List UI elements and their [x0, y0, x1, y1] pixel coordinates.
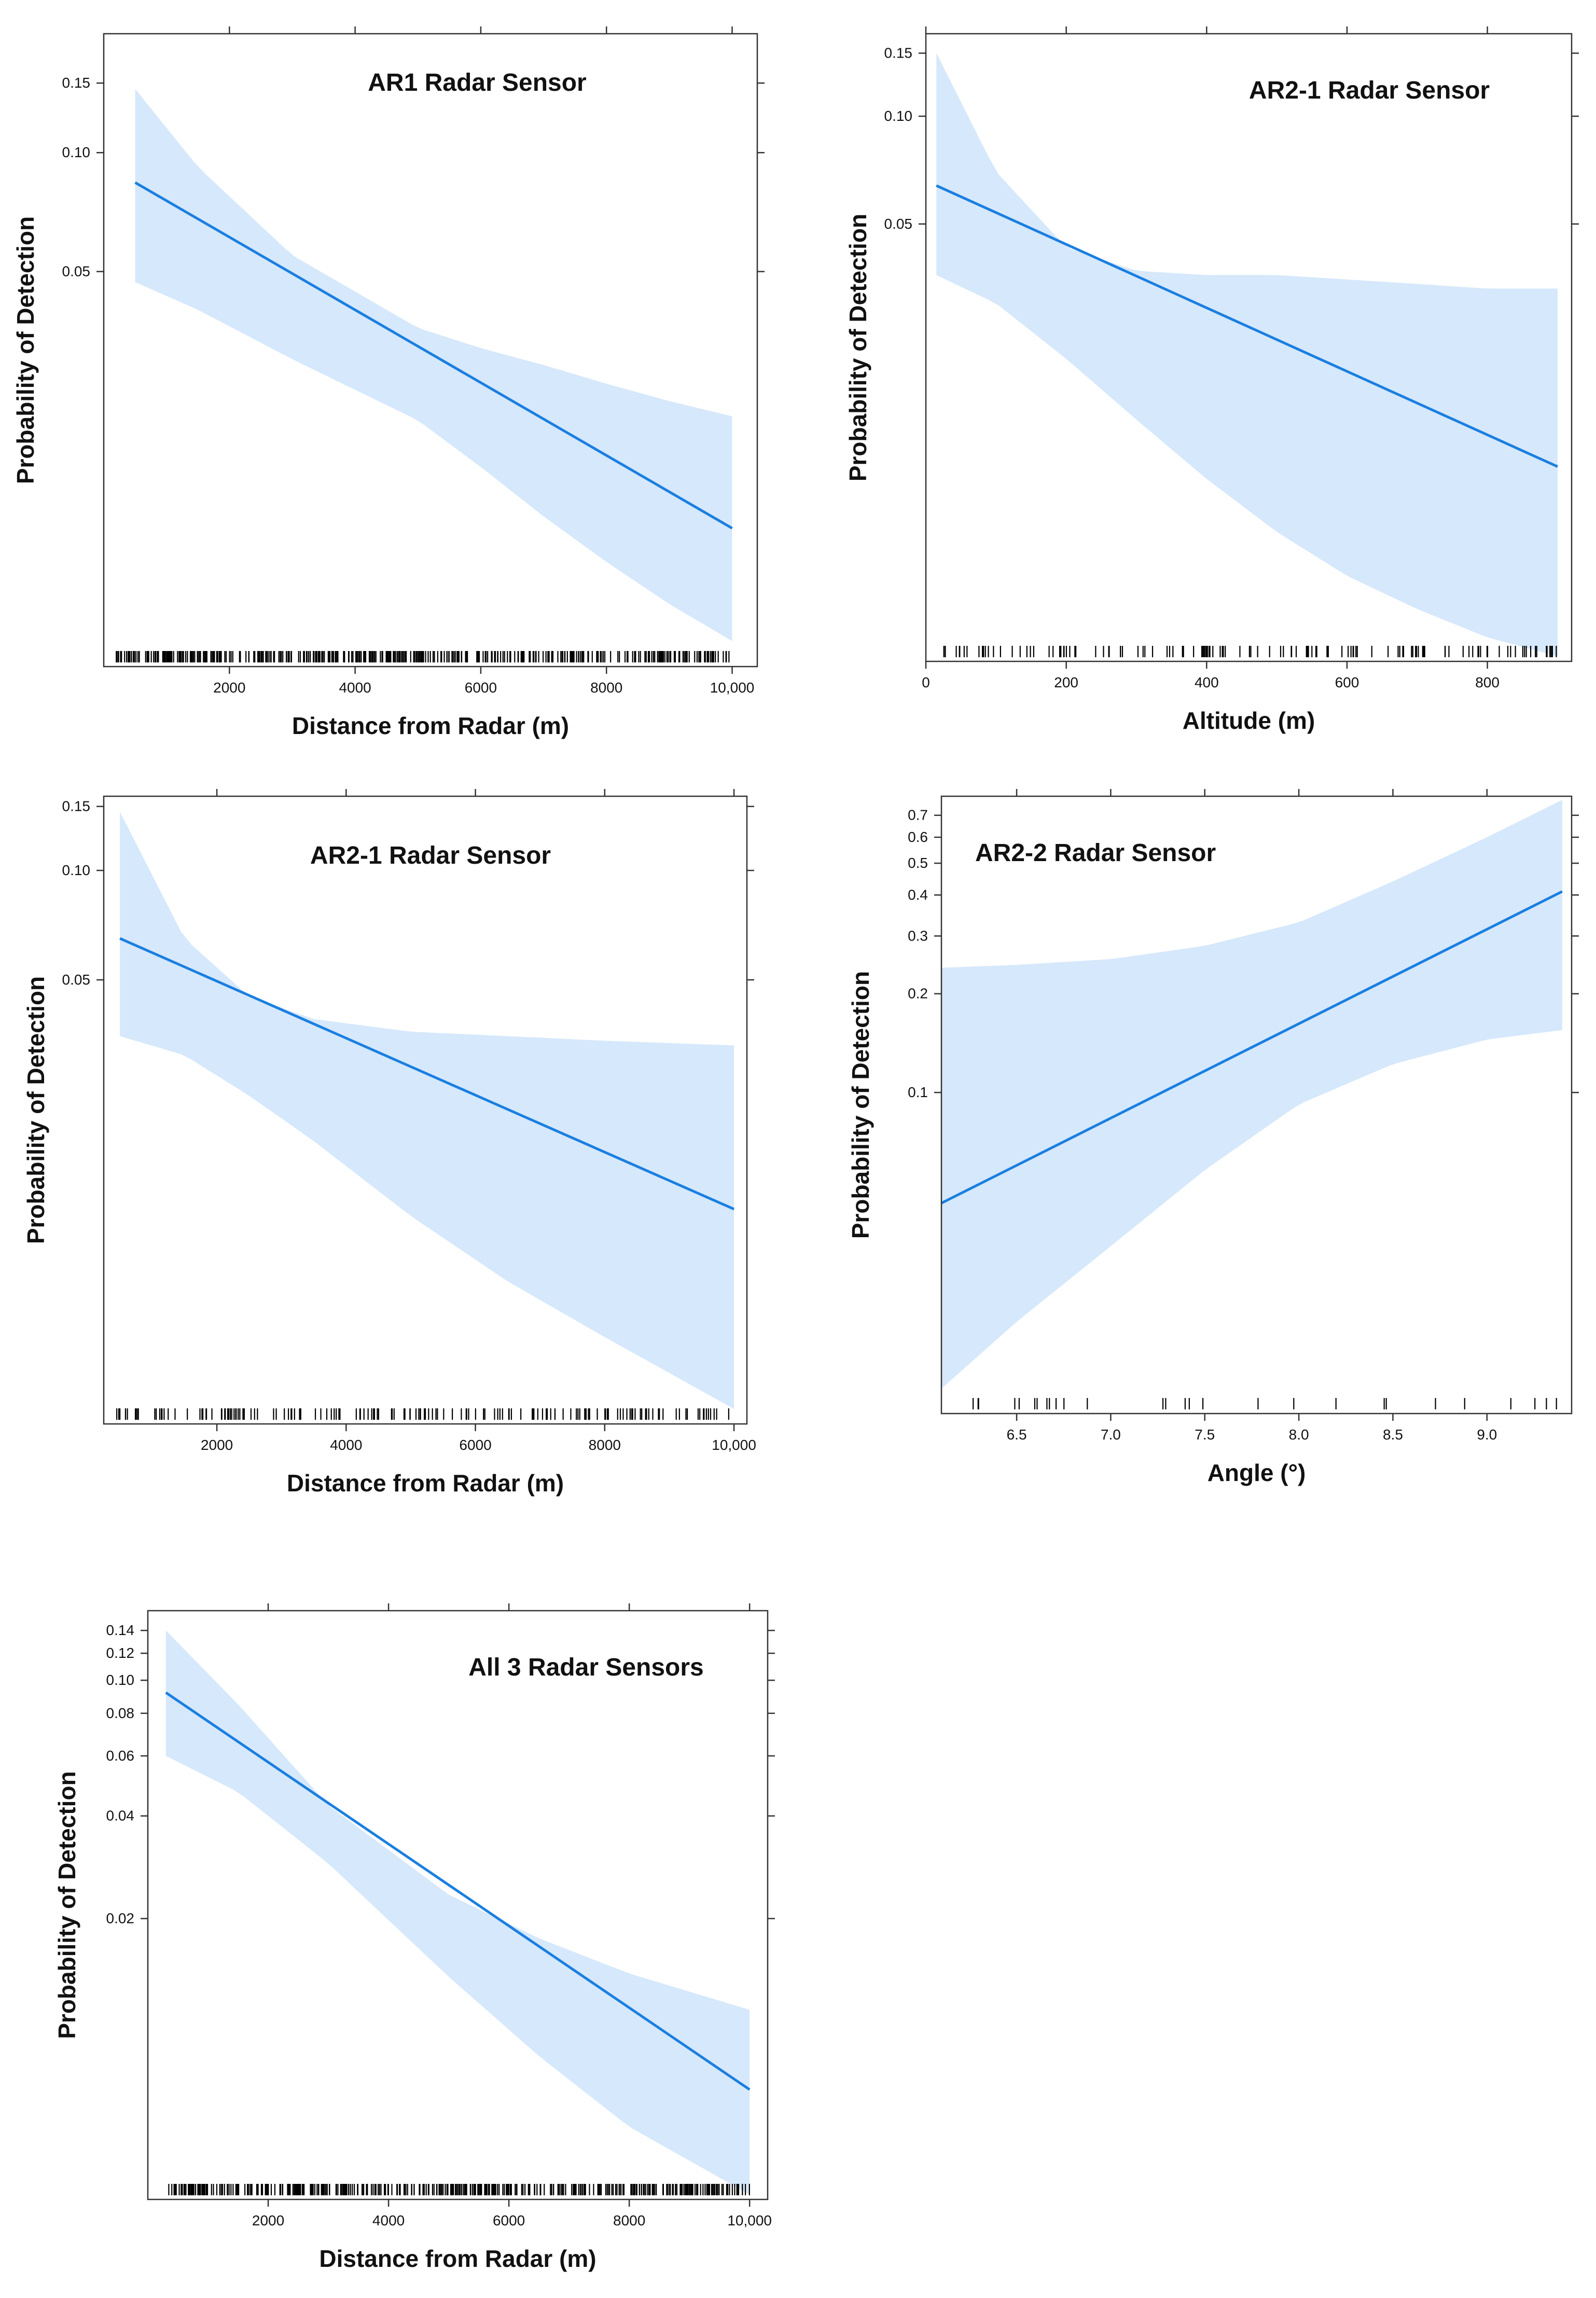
- x-tick-label: 2000: [213, 680, 245, 696]
- x-tick-label: 0: [922, 674, 930, 690]
- x-tick-label: 7.5: [1195, 1427, 1215, 1443]
- x-tick-label: 10,000: [727, 2212, 772, 2228]
- x-tick-label: 400: [1195, 674, 1219, 690]
- chart-title: AR2-2 Radar Sensor: [975, 839, 1216, 867]
- y-tick-label: 0.6: [908, 829, 928, 845]
- x-tick-label: 800: [1475, 674, 1500, 690]
- confidence-band: [936, 53, 1558, 657]
- x-axis-label: Altitude (m): [1183, 707, 1315, 734]
- x-tick-label: 8000: [589, 1437, 621, 1453]
- x-axis-label: Angle (°): [1208, 1459, 1306, 1486]
- chart-panel-ar1: Distance from Radar (m) Probability of D…: [10, 21, 778, 750]
- y-tick-label: 0.10: [884, 108, 913, 124]
- y-tick-label: 0.10: [62, 862, 91, 878]
- x-tick-label: 600: [1335, 674, 1359, 690]
- fitted-line: [119, 937, 735, 1211]
- x-tick-label: 4000: [339, 680, 371, 696]
- x-tick-label: 8.0: [1289, 1427, 1309, 1443]
- rug-marks: [943, 646, 1557, 657]
- chart-ar2-1-altitude: Altitude (m) Probability of Detection 0 2…: [844, 26, 1579, 734]
- x-tick-label: 7.0: [1101, 1427, 1121, 1443]
- chart-title: AR2-1 Radar Sensor: [1249, 77, 1490, 104]
- y-tick-label: 0.02: [106, 1911, 135, 1927]
- fitted-line: [134, 181, 733, 530]
- y-tick-label: 0.15: [884, 45, 913, 61]
- confidence-band: [941, 800, 1562, 1389]
- y-tick-label: 0.10: [62, 144, 91, 160]
- x-tick-label: 6000: [493, 2212, 525, 2228]
- y-tick-label: 0.2: [908, 986, 928, 1002]
- y-axis-label: Probability of Detection: [844, 214, 871, 481]
- plot-frame: [925, 33, 1573, 662]
- x-tick-label: 2000: [252, 2212, 284, 2228]
- y-axis-label: Probability of Detection: [847, 971, 874, 1239]
- chart-title: AR2-1 Radar Sensor: [310, 842, 551, 869]
- y-tick-label: 0.3: [908, 927, 928, 944]
- y-axis-label: Probability of Detection: [12, 216, 39, 484]
- y-tick-label: 0.4: [908, 887, 928, 903]
- plot-frame: [940, 795, 1573, 1415]
- chart-panel-all-sensors: Distance from Radar (m) Probability of D…: [47, 1598, 794, 2295]
- x-tick-label: 200: [1054, 674, 1078, 690]
- chart-ar1-distance: Distance from Radar (m) Probability of D…: [12, 26, 765, 739]
- x-axis-label: Distance from Radar (m): [287, 1470, 564, 1497]
- confidence-band: [120, 812, 734, 1409]
- y-tick-label: 0.04: [106, 1808, 135, 1824]
- x-tick-label: 4000: [372, 2212, 405, 2228]
- plot-frame: [103, 795, 748, 1425]
- rug-marks: [116, 651, 730, 662]
- y-axis-label: Probability of Detection: [53, 1771, 80, 2039]
- x-tick-label: 10,000: [710, 680, 755, 696]
- plot-frame: [103, 33, 758, 668]
- x-tick-label: 6.5: [1007, 1427, 1027, 1443]
- confidence-band: [165, 1630, 750, 2195]
- confidence-band: [135, 89, 732, 641]
- chart-title: AR1 Radar Sensor: [368, 69, 586, 96]
- chart-ar2-2-angle: Angle (°) Probability of Detection 6.5 7.…: [847, 789, 1579, 1486]
- chart-panel-ar2-1-altitude: Altitude (m) Probability of Detection 0 2…: [840, 21, 1587, 750]
- y-tick-label: 0.15: [62, 798, 91, 814]
- y-tick-label: 0.05: [884, 216, 913, 232]
- fitted-line: [936, 184, 1558, 468]
- x-tick-label: 6000: [459, 1437, 491, 1453]
- fitted-line: [940, 890, 1563, 1205]
- chart-ar2-1-distance: Distance from Radar (m) Probability of D…: [22, 789, 756, 1497]
- x-tick-label: 8000: [613, 2212, 645, 2228]
- plot-frame: [147, 1610, 769, 2200]
- x-axis-label: Distance from Radar (m): [319, 2245, 596, 2272]
- x-tick-label: 2000: [201, 1437, 233, 1453]
- rug-marks: [973, 1398, 1557, 1409]
- x-tick-label: 9.0: [1477, 1427, 1497, 1443]
- x-tick-label: 10,000: [712, 1437, 756, 1453]
- x-tick-label: 6000: [465, 680, 497, 696]
- y-tick-label: 0.5: [908, 855, 928, 871]
- y-tick-label: 0.1: [908, 1084, 928, 1100]
- y-tick-label: 0.10: [106, 1672, 135, 1688]
- rug-marks: [168, 2184, 750, 2195]
- x-axis-label: Distance from Radar (m): [292, 712, 569, 739]
- y-axis-label: Probability of Detection: [22, 976, 49, 1244]
- y-tick-label: 0.7: [908, 807, 928, 823]
- y-tick-label: 0.15: [62, 75, 91, 91]
- x-tick-label: 4000: [330, 1437, 362, 1453]
- y-tick-label: 0.14: [106, 1622, 135, 1638]
- y-tick-label: 0.12: [106, 1645, 135, 1661]
- rug-marks: [116, 1408, 730, 1420]
- x-tick-label: 8.5: [1383, 1427, 1403, 1443]
- y-tick-label: 0.08: [106, 1705, 135, 1721]
- chart-panel-ar2-1-distance: Distance from Radar (m) Probability of D…: [16, 783, 762, 1512]
- chart-title: All 3 Radar Sensors: [468, 1654, 704, 1681]
- chart-all-sensors-distance: Distance from Radar (m) Probability of D…: [53, 1603, 775, 2272]
- chart-panel-ar2-2-angle: Angle (°) Probability of Detection 6.5 7.…: [840, 783, 1587, 1512]
- fitted-line: [165, 1691, 751, 2091]
- x-tick-label: 8000: [590, 680, 622, 696]
- y-tick-label: 0.06: [106, 1748, 135, 1764]
- y-tick-label: 0.05: [62, 263, 91, 279]
- y-tick-label: 0.05: [62, 972, 91, 988]
